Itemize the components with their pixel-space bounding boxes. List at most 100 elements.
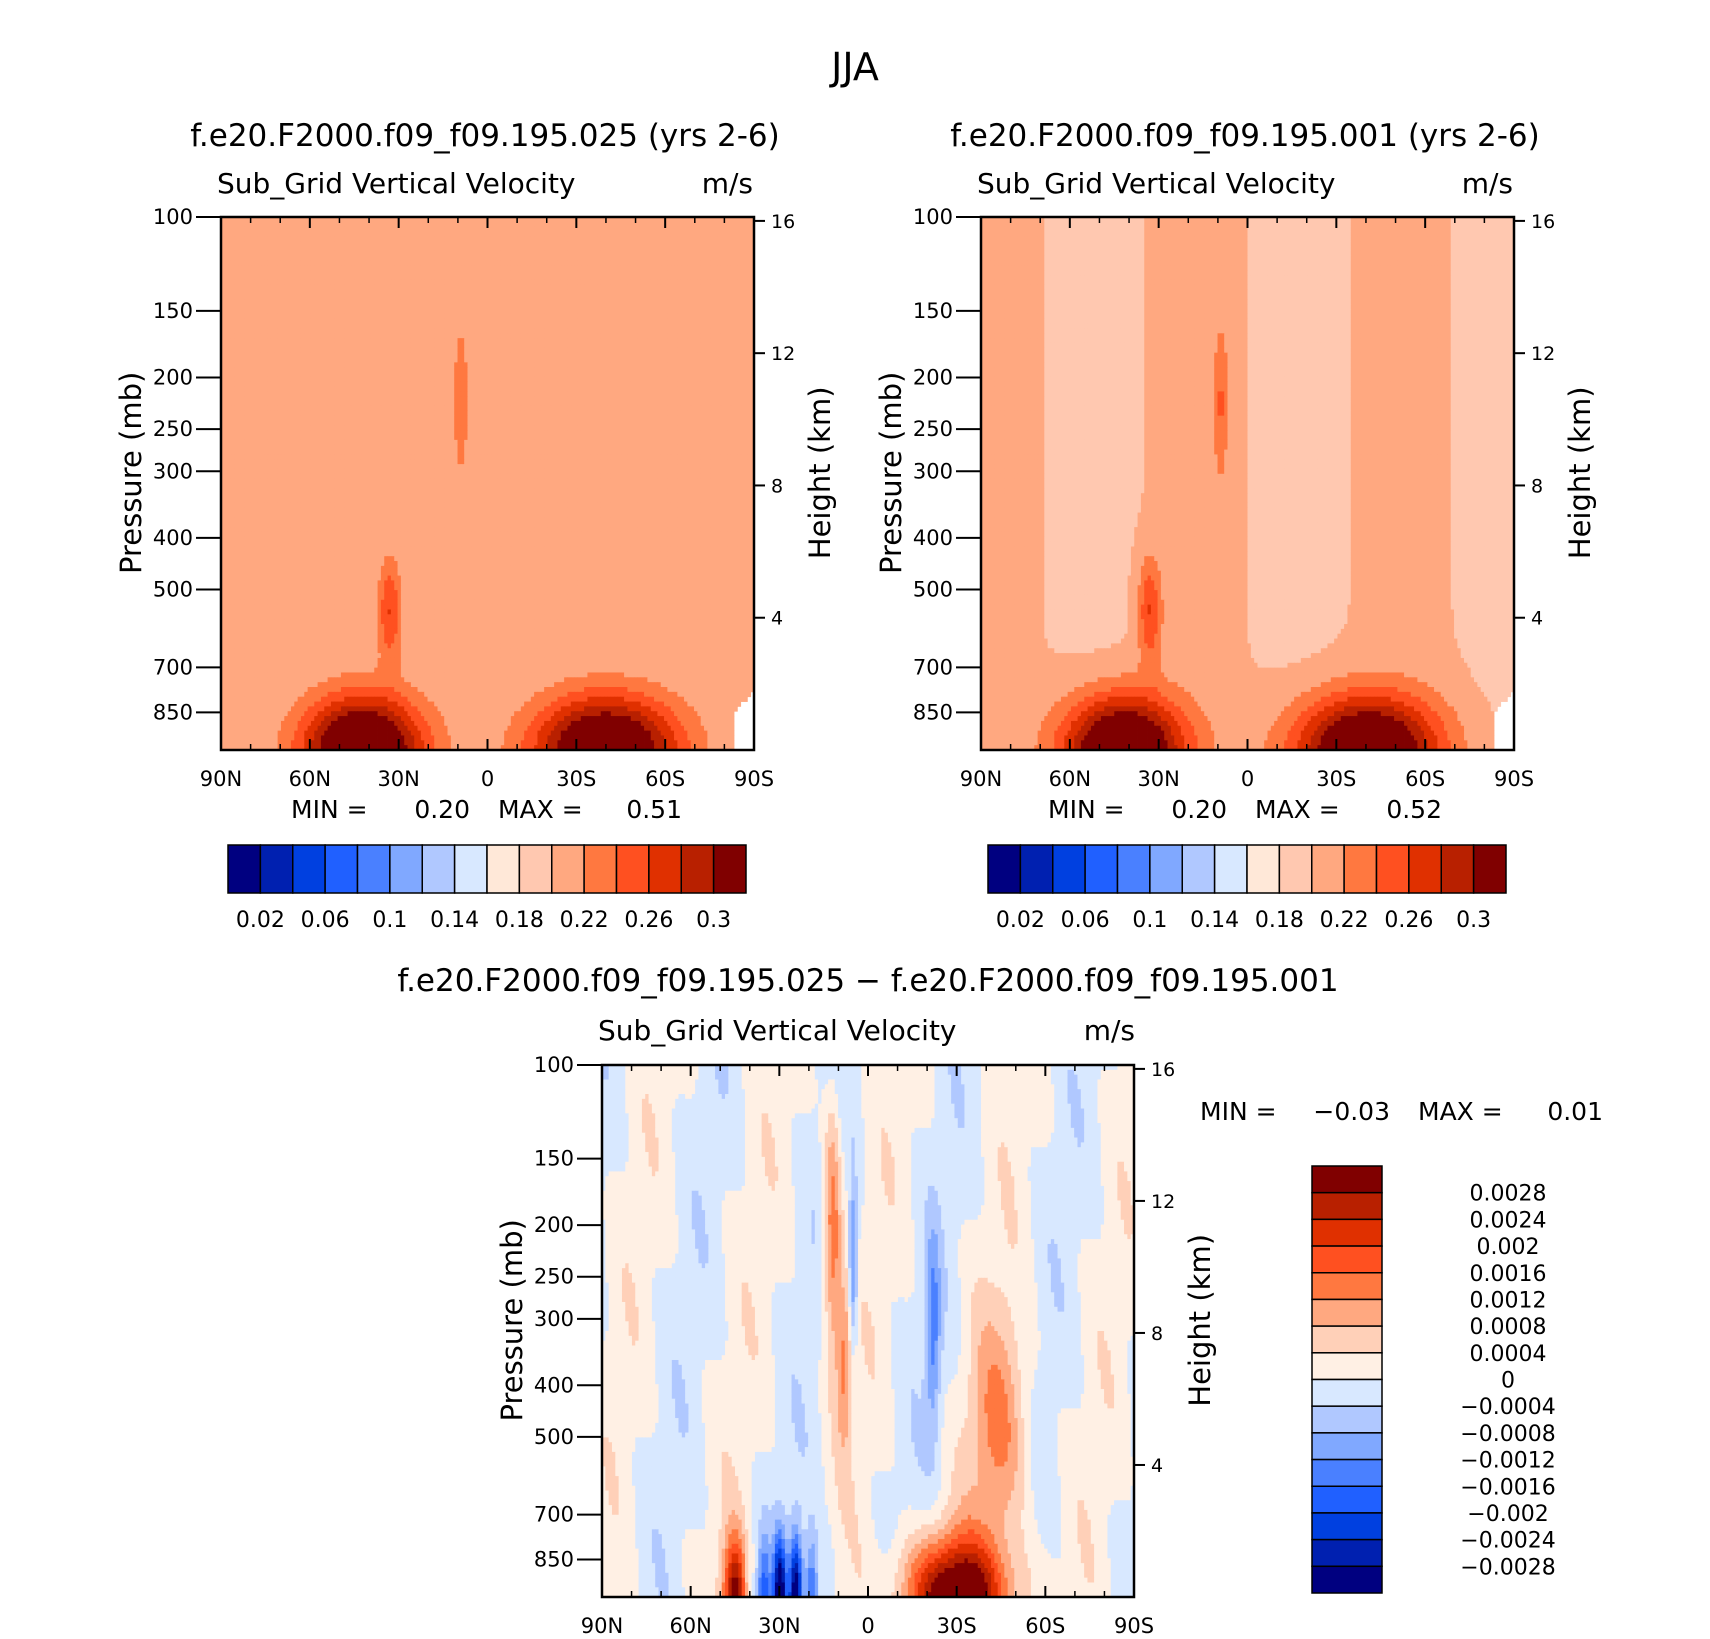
contour-cell (684, 232, 688, 237)
contour-cell (318, 227, 322, 232)
contour-cell (304, 222, 308, 227)
contour-cell (374, 227, 378, 232)
contour-cell (258, 232, 262, 237)
contour-cell (428, 236, 432, 241)
contour-cell (574, 232, 578, 237)
contour-cell (291, 227, 295, 232)
contour-cell (614, 222, 618, 227)
contour-cell (368, 232, 372, 237)
contour-cell (424, 227, 428, 232)
contour-cell (321, 227, 325, 232)
contour-cell (468, 227, 472, 232)
contour-cell (641, 232, 645, 237)
contour-cell (707, 227, 711, 232)
contour-cell (607, 232, 611, 237)
contour-cell (298, 232, 302, 237)
contour-cell (314, 222, 318, 227)
contour-cell (281, 232, 285, 237)
contour-cell (557, 222, 561, 227)
contour-cell (454, 232, 458, 237)
contour-cell (717, 222, 721, 227)
contour-cell (374, 232, 378, 237)
contour-cell (361, 232, 365, 237)
contour-cell (627, 222, 631, 227)
contour-cell (584, 227, 588, 232)
contour-cell (734, 232, 738, 237)
contour-cell (341, 232, 345, 237)
contour-cell (241, 236, 245, 241)
contour-cell (661, 232, 665, 237)
contour-cell (717, 232, 721, 237)
contour-cell (311, 232, 315, 237)
contour-cell (647, 232, 651, 237)
contour-cell (494, 232, 498, 237)
contour-cell (544, 232, 548, 237)
contour-cell (241, 222, 245, 227)
contour-cell (611, 227, 615, 232)
contour-cell (454, 236, 458, 241)
contour-cell (591, 227, 595, 232)
contour-cell (294, 232, 298, 237)
contour-cell (241, 227, 245, 232)
contour-cell (311, 222, 315, 227)
contour-cell (747, 232, 751, 237)
contour-cell (587, 232, 591, 237)
contour-cell (521, 222, 525, 227)
contour-cell (691, 232, 695, 237)
contour-cell (434, 236, 438, 241)
contour-cell (534, 232, 538, 237)
contour-cell (741, 232, 745, 237)
contour-cell (604, 227, 608, 232)
contour-cell (604, 236, 608, 241)
contour-cell (364, 227, 368, 232)
contour-cell (301, 236, 305, 241)
contour-cell (278, 236, 282, 241)
contour-cell (501, 227, 505, 232)
contour-cell (448, 227, 452, 232)
contour-cell (481, 227, 485, 232)
contour-cell (464, 236, 468, 241)
contour-cell (621, 232, 625, 237)
contour-cell (418, 236, 422, 241)
contour-cell (341, 236, 345, 241)
contour-cell (644, 222, 648, 227)
contour-cell (564, 222, 568, 227)
contour-cell (517, 222, 521, 227)
contour-cell (304, 227, 308, 232)
contour-cell (587, 227, 591, 232)
contour-cell (731, 222, 735, 227)
contour-cell (597, 227, 601, 232)
contour-cell (537, 236, 541, 241)
contour-cell (667, 232, 671, 237)
contour-cell (517, 232, 521, 237)
contour-cell (631, 222, 635, 227)
contour-cell (674, 222, 678, 227)
contour-cell (621, 236, 625, 241)
units-label: m/s (702, 167, 753, 200)
contour-cell (651, 227, 655, 232)
contour-cell (711, 222, 715, 227)
contour-cell (524, 222, 528, 227)
contour-cell (631, 236, 635, 241)
contour-cell (474, 227, 478, 232)
contour-cell (634, 232, 638, 237)
contour-cell (224, 232, 228, 237)
contour-cell (458, 232, 462, 237)
contour-cell (501, 236, 505, 241)
contour-cell (577, 227, 581, 232)
contour-cell (264, 227, 268, 232)
contour-cell (444, 236, 448, 241)
contour-cell (527, 236, 531, 241)
contour-cell (587, 236, 591, 241)
contour-cell (421, 236, 425, 241)
contour-cell (744, 222, 748, 227)
contour-cell (544, 236, 548, 241)
contour-cell (711, 232, 715, 237)
contour-cell (624, 227, 628, 232)
contour-cell (567, 232, 571, 237)
contour-cell (291, 222, 295, 227)
contour-cell (704, 227, 708, 232)
contour-cell (454, 227, 458, 232)
contour-cell (334, 236, 338, 241)
contour-cell (697, 232, 701, 237)
